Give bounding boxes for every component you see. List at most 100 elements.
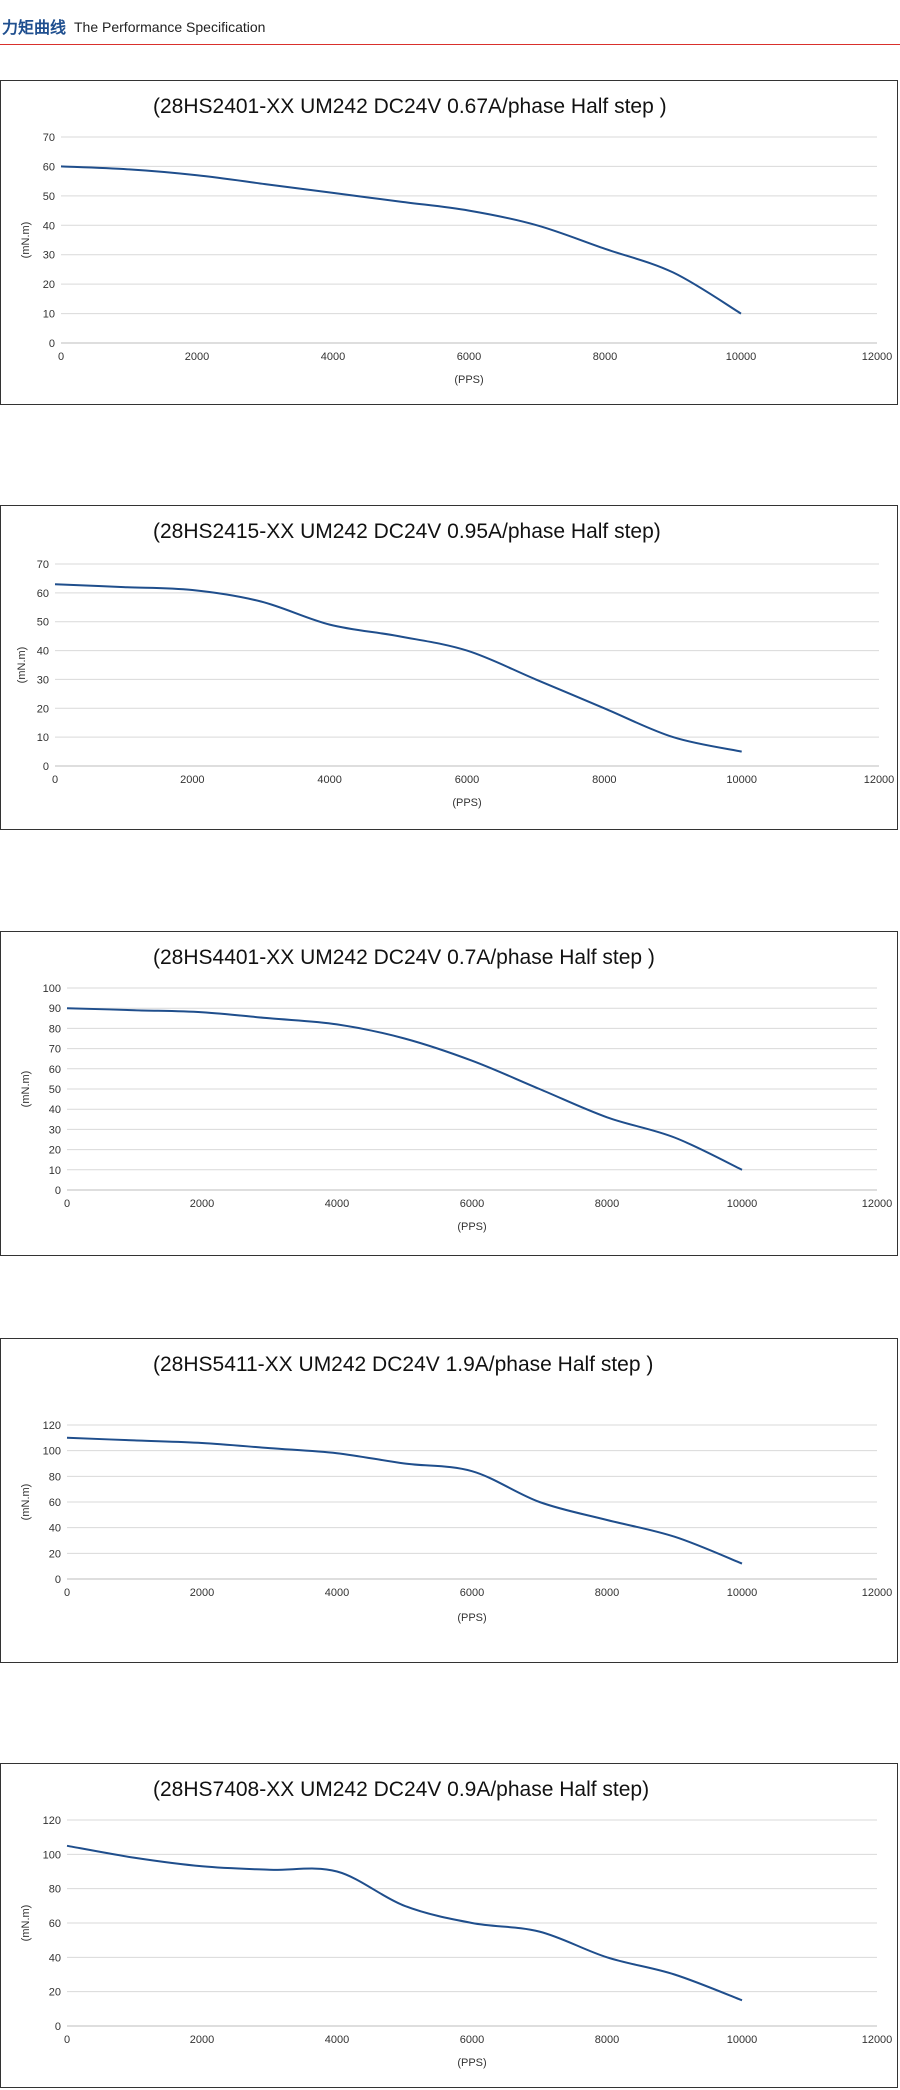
chart-svg-1: 0 10 20 30 40 50 60 70 0 2000 4000 6000 8000 10000 120… <box>20 95 893 386</box>
x-tick-label: 10000 <box>727 1198 758 1210</box>
x-tick-label: 10000 <box>726 774 757 786</box>
x-tick-label: 12000 <box>862 1198 893 1210</box>
y-tick-label: 0 <box>55 2021 61 2033</box>
x-tick-label: 12000 <box>862 1587 893 1599</box>
y-tick-label: 20 <box>49 1987 61 1999</box>
x-axis-label: (PPS) <box>452 797 481 809</box>
y-tick-label: 40 <box>49 1952 61 1964</box>
y-tick-label: 70 <box>49 1044 61 1056</box>
y-tick-label: 100 <box>43 1849 61 1861</box>
x-tick-label: 6000 <box>460 1587 484 1599</box>
chart-panel-4: 0 20 40 60 80 100 120 0 2000 4000 6000 8000 10000 120… <box>0 1338 898 1663</box>
x-tick-label: 6000 <box>457 351 481 363</box>
x-tick-label: 2000 <box>185 351 209 363</box>
header-title-cn: 力矩曲线 <box>2 18 67 37</box>
x-tick-label: 2000 <box>190 1198 214 1210</box>
x-axis-label: (PPS) <box>457 2057 486 2069</box>
chart-panel-1: 0 10 20 30 40 50 60 70 0 2000 4000 6000 8000 10000 120… <box>0 80 898 405</box>
series-line <box>60 165 742 315</box>
x-axis-label: (PPS) <box>454 374 483 386</box>
y-tick-label: 60 <box>37 588 49 600</box>
series-line <box>66 1844 743 2002</box>
x-tick-label: 2000 <box>190 1587 214 1599</box>
x-axis-label: (PPS) <box>457 1221 486 1233</box>
y-tick-label: 50 <box>37 617 49 629</box>
y-axis-label: (mN.m) <box>20 1484 32 1521</box>
y-tick-label: 10 <box>37 732 49 744</box>
y-tick-label: 20 <box>37 703 49 715</box>
y-tick-label: 60 <box>43 161 55 173</box>
x-tick-label: 0 <box>64 1198 70 1210</box>
y-tick-label: 0 <box>43 761 49 773</box>
x-tick-label: 4000 <box>317 774 341 786</box>
y-tick-label: 80 <box>49 1471 61 1483</box>
x-tick-label: 10000 <box>726 351 757 363</box>
x-tick-label: 6000 <box>460 1198 484 1210</box>
y-axis-label: (mN.m) <box>20 1071 32 1108</box>
chart-title: (28HS4401-XX UM242 DC24V 0.7A/phase Half… <box>153 946 655 969</box>
x-axis-label: (PPS) <box>457 1612 486 1624</box>
y-tick-label: 10 <box>49 1165 61 1177</box>
chart-panel-3: 0 10 20 30 40 50 60 70 80 90 100 0 2000 4000 6000 8000 1… <box>0 931 898 1256</box>
x-tick-label: 12000 <box>862 2034 893 2046</box>
y-tick-label: 120 <box>43 1815 61 1827</box>
y-tick-label: 60 <box>49 1497 61 1509</box>
y-tick-label: 70 <box>43 132 55 144</box>
series-line <box>54 583 742 753</box>
chart-svg-5: 0 20 40 60 80 100 120 0 2000 4000 6000 8000 10000 120… <box>20 1778 893 2069</box>
series-line <box>66 1436 743 1565</box>
x-tick-label: 4000 <box>325 2034 349 2046</box>
x-tick-label: 12000 <box>864 774 895 786</box>
x-tick-label: 2000 <box>190 2034 214 2046</box>
y-tick-label: 20 <box>49 1548 61 1560</box>
y-axis-label: (mN.m) <box>16 647 28 684</box>
chart-title: (28HS2415-XX UM242 DC24V 0.95A/phase Hal… <box>153 520 661 543</box>
x-tick-label: 4000 <box>325 1587 349 1599</box>
x-tick-label: 2000 <box>180 774 204 786</box>
y-tick-label: 30 <box>43 250 55 262</box>
y-tick-label: 80 <box>49 1023 61 1035</box>
y-tick-label: 20 <box>43 279 55 291</box>
x-tick-label: 8000 <box>595 1198 619 1210</box>
y-tick-label: 90 <box>49 1003 61 1015</box>
x-tick-label: 4000 <box>325 1198 349 1210</box>
y-tick-label: 20 <box>49 1145 61 1157</box>
y-tick-label: 40 <box>49 1523 61 1535</box>
x-tick-label: 12000 <box>862 351 893 363</box>
y-tick-label: 40 <box>43 220 55 232</box>
y-tick-label: 40 <box>37 646 49 658</box>
x-tick-label: 8000 <box>595 2034 619 2046</box>
chart-title: (28HS5411-XX UM242 DC24V 1.9A/phase Half… <box>153 1353 653 1376</box>
y-tick-label: 80 <box>49 1884 61 1896</box>
y-tick-label: 60 <box>49 1918 61 1930</box>
chart-svg-3: 0 10 20 30 40 50 60 70 80 90 100 0 2000 4000 6000 8000 1… <box>20 946 893 1233</box>
y-tick-label: 70 <box>37 559 49 571</box>
x-tick-label: 10000 <box>727 2034 758 2046</box>
page-header: 力矩曲线 The Performance Specification <box>0 0 900 45</box>
x-tick-label: 8000 <box>595 1587 619 1599</box>
x-tick-label: 4000 <box>321 351 345 363</box>
y-tick-label: 0 <box>55 1185 61 1197</box>
x-tick-label: 10000 <box>727 1587 758 1599</box>
x-tick-label: 0 <box>64 1587 70 1599</box>
x-tick-label: 8000 <box>592 774 616 786</box>
chart-title: (28HS7408-XX UM242 DC24V 0.9A/phase Half… <box>153 1778 649 1801</box>
x-tick-label: 0 <box>52 774 58 786</box>
y-tick-label: 30 <box>49 1124 61 1136</box>
chart-svg-2: 0 10 20 30 40 50 60 70 0 2000 4000 6000 8000 10000 120… <box>16 520 895 809</box>
y-axis-label: (mN.m) <box>20 222 32 259</box>
y-tick-label: 10 <box>43 309 55 321</box>
x-tick-label: 6000 <box>460 2034 484 2046</box>
y-tick-label: 30 <box>37 674 49 686</box>
y-tick-label: 60 <box>49 1064 61 1076</box>
y-tick-label: 0 <box>49 338 55 350</box>
y-tick-label: 50 <box>43 191 55 203</box>
y-axis-label: (mN.m) <box>20 1905 32 1942</box>
y-tick-label: 50 <box>49 1084 61 1096</box>
x-tick-label: 8000 <box>593 351 617 363</box>
header-title-en: The Performance Specification <box>74 19 266 35</box>
y-tick-label: 0 <box>55 1574 61 1586</box>
series-line <box>66 1007 743 1171</box>
x-tick-label: 0 <box>64 2034 70 2046</box>
chart-title: (28HS2401-XX UM242 DC24V 0.67A/phase Hal… <box>153 95 667 118</box>
